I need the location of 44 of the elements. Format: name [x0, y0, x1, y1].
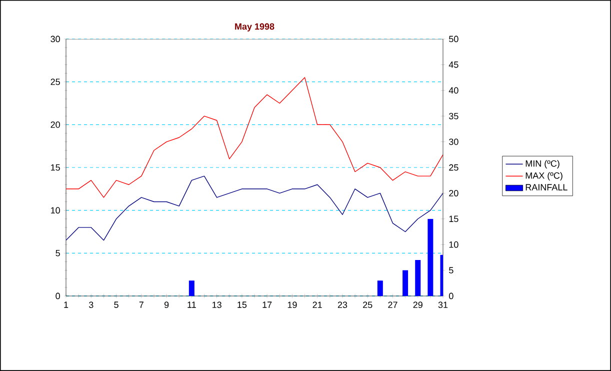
y-tick-label: 5 [56, 250, 60, 256]
bar [415, 260, 421, 296]
legend-label: MAX (ºC) [526, 172, 562, 181]
legend-label: RAINFALL [526, 184, 568, 190]
y2-tick-label: 15 [449, 216, 458, 222]
bar [377, 280, 383, 296]
x-tick-label: 19 [288, 302, 297, 308]
y-tick-label: 25 [50, 78, 60, 86]
y-tick-label: 20 [50, 121, 60, 128]
x-tick-label: 7 [139, 302, 144, 308]
x-tick-label: 25 [363, 302, 372, 308]
y2-tick-label: 5 [449, 267, 454, 274]
line-series [66, 77, 443, 198]
y-tick-label: 15 [51, 164, 60, 171]
x-tick-label: 31 [438, 302, 448, 308]
x-tick-label: 23 [338, 302, 348, 308]
x-tick-label: 21 [312, 302, 322, 308]
y2-tick-label: 35 [449, 112, 458, 120]
x-tick-label: 9 [164, 302, 169, 308]
x-tick-label: 11 [188, 302, 196, 308]
y-tick-label: 10 [51, 207, 60, 214]
y2-tick-label: 30 [449, 138, 458, 145]
y2-tick-label: 20 [449, 190, 458, 196]
x-tick-label: 29 [413, 302, 422, 308]
bar [402, 270, 408, 296]
x-tick-label: 5 [114, 302, 118, 308]
bar [428, 218, 434, 296]
legend-label: MIN (ºC) [526, 160, 560, 168]
y2-tick-label: 0 [449, 292, 454, 300]
x-tick-label: 3 [88, 302, 94, 308]
y-tick-label: 30 [50, 36, 60, 42]
x-tick-label: 17 [262, 302, 272, 308]
y2-tick-label: 50 [449, 36, 458, 42]
y2-tick-label: 10 [449, 241, 458, 248]
y2-tick-label: 45 [448, 62, 458, 68]
y2-tick-label: 40 [448, 87, 458, 94]
x-tick-label: 1 [64, 302, 68, 308]
x-tick-label: 27 [388, 302, 398, 308]
y-tick-label: 0 [56, 292, 60, 300]
bar [188, 280, 194, 296]
x-tick-label: 15 [238, 302, 247, 308]
x-tick-label: 13 [212, 302, 222, 308]
y2-tick-label: 25 [449, 164, 458, 171]
chart-title: May 1998 [235, 23, 274, 32]
